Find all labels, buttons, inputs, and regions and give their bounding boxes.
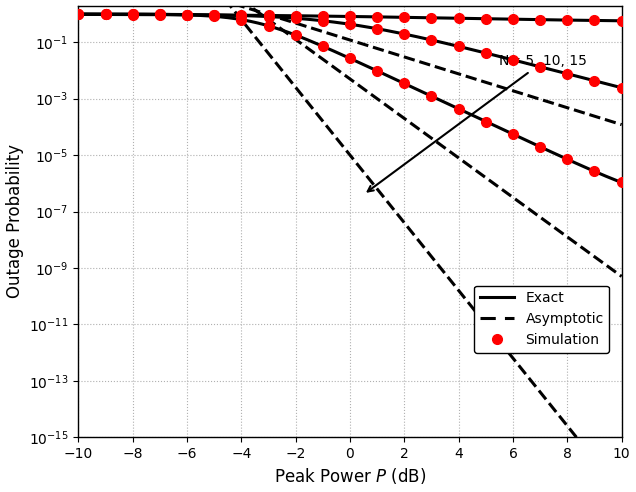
- Y-axis label: Outage Probability: Outage Probability: [6, 144, 24, 298]
- Legend: Exact, Asymptotic, Simulation: Exact, Asymptotic, Simulation: [474, 285, 609, 353]
- Text: N= 5, 10, 15: N= 5, 10, 15: [368, 55, 587, 191]
- X-axis label: Peak Power $P$ (dB): Peak Power $P$ (dB): [274, 466, 426, 487]
